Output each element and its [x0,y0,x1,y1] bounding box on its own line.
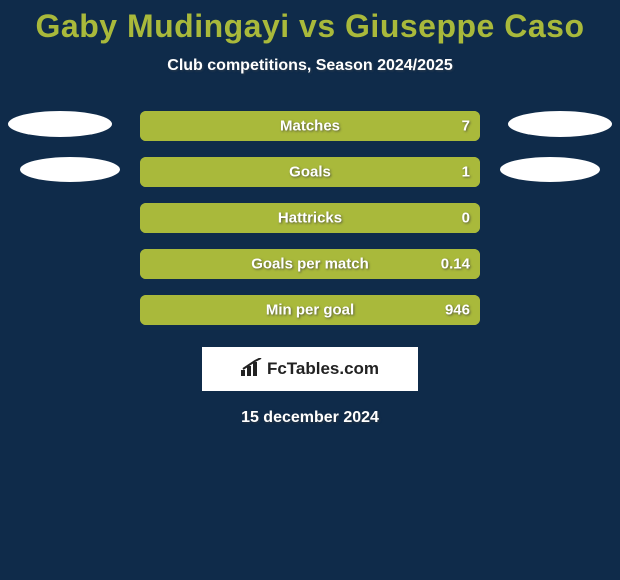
stat-bar: Min per goal [140,295,480,325]
stat-label: Goals [289,164,331,181]
stat-bar: Matches [140,111,480,141]
stat-bar: Goals [140,157,480,187]
brand-badge[interactable]: FcTables.com [202,347,418,391]
stat-label: Matches [280,118,340,135]
stat-value-right: 946 [445,302,470,319]
page-title: Gaby Mudingayi vs Giuseppe Caso [0,0,620,45]
stat-row: Goals per match 0.14 [0,249,620,279]
stat-row: Goals 1 [0,157,620,187]
stat-value-right: 1 [462,164,470,181]
comparison-card: Gaby Mudingayi vs Giuseppe Caso Club com… [0,0,620,580]
footer-date: 15 december 2024 [0,409,620,427]
player-left-marker [8,111,112,137]
stat-row: Matches 7 [0,111,620,141]
stat-value-right: 0.14 [441,256,470,273]
page-subtitle: Club competitions, Season 2024/2025 [0,57,620,75]
stats-list: Matches 7 Goals 1 Hattricks 0 Goals per match 0… [0,111,620,325]
stat-label: Hattricks [278,210,342,227]
player-left-marker [20,157,120,182]
stat-value-right: 0 [462,210,470,227]
player-right-marker [508,111,612,137]
stat-bar: Hattricks [140,203,480,233]
stat-row: Min per goal 946 [0,295,620,325]
stat-bar: Goals per match [140,249,480,279]
stat-label: Min per goal [266,302,354,319]
brand-text: FcTables.com [267,359,379,379]
stat-value-right: 7 [462,118,470,135]
bars-icon [241,358,263,381]
player-right-marker [500,157,600,182]
stat-row: Hattricks 0 [0,203,620,233]
stat-label: Goals per match [251,256,369,273]
